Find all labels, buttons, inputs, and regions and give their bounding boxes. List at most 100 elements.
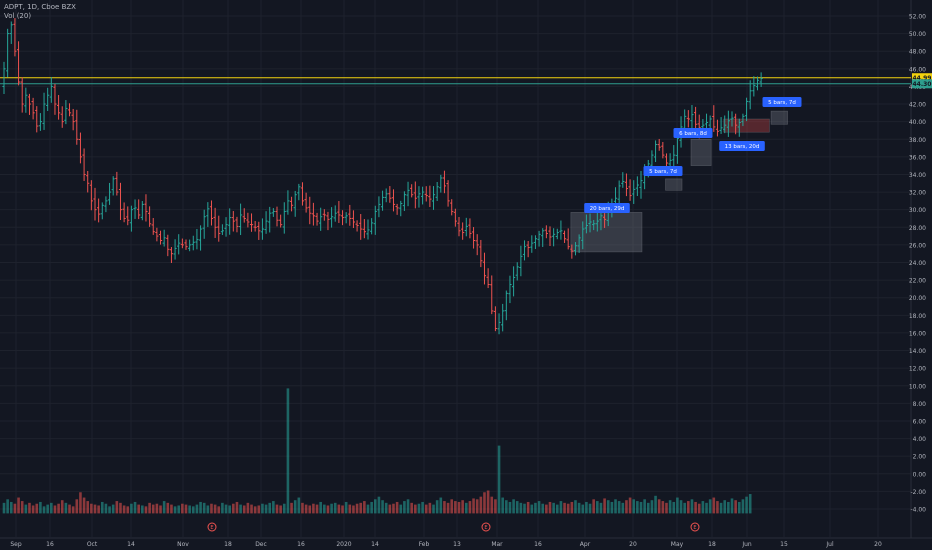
range-box-label: 13 bars, 20d [725, 144, 760, 150]
volume-bar [403, 501, 406, 514]
price-tick-label: 16.00 [909, 330, 926, 337]
volume-bar [384, 502, 388, 514]
ohlc-bar [20, 77, 24, 113]
ohlc-bar [421, 186, 425, 205]
volume-bar [148, 502, 151, 514]
volume-bar [596, 501, 599, 514]
date-price-range-box [570, 212, 643, 253]
ohlc-bar [311, 202, 315, 226]
volume-bar [446, 502, 450, 514]
volume-bar [483, 492, 486, 514]
price-tick-label: 12.00 [909, 366, 926, 373]
ohlc-bar [268, 206, 272, 233]
ohlc-bar [508, 275, 512, 304]
ohlc-bar [107, 182, 112, 205]
symbol-label[interactable]: ADPT, 1D, Cboe BZX [4, 3, 76, 11]
volume-bar [100, 501, 104, 514]
volume-bar [290, 502, 293, 514]
volume-bar [312, 503, 315, 514]
price-tick-label: -2.00 [910, 489, 926, 496]
volume-bar [202, 502, 206, 514]
volume-bar [28, 502, 31, 514]
ohlc-bar [450, 199, 454, 216]
ohlc-bar [122, 202, 126, 223]
ohlc-bar [173, 239, 177, 260]
time-tick-label: Jun [741, 541, 752, 548]
volume-bar [308, 505, 312, 514]
volume-bar [93, 504, 97, 514]
ohlc-bar [715, 119, 720, 137]
ohlc-bar [315, 212, 319, 226]
volume-bar [428, 502, 432, 514]
ohlc-bar [530, 235, 534, 253]
ohlc-bar [2, 61, 6, 95]
ohlc-bar [100, 202, 104, 220]
ohlc-bar [24, 87, 28, 113]
volume-bar [468, 501, 472, 514]
ohlc-bar [552, 228, 556, 247]
volume-bar [552, 502, 555, 514]
volume-bar [330, 503, 333, 514]
price-tick-label: 32.00 [909, 190, 926, 197]
volume-bar [326, 505, 330, 514]
time-tick-label: 13 [453, 541, 461, 548]
volume-bar [621, 502, 625, 514]
ohlc-bar [126, 206, 130, 226]
volume-bar [46, 504, 49, 514]
volume-bar [235, 501, 239, 514]
ohlc-bar [16, 41, 21, 86]
ohlc-bar [129, 205, 133, 232]
ohlc-bar [413, 181, 417, 209]
ohlc-bar [89, 180, 93, 211]
time-tick-label: Dec [255, 541, 267, 548]
ohlc-bar [501, 303, 505, 332]
ohlc-bar [359, 214, 363, 240]
volume-bar [410, 502, 413, 514]
volume-bar [315, 504, 319, 514]
ohlc-bar [38, 113, 42, 131]
ohlc-bar [628, 179, 632, 201]
volume-bar [228, 505, 231, 514]
volume-bar [381, 500, 384, 514]
volume-bar [530, 504, 534, 514]
volume-bar [122, 505, 126, 514]
ohlc-bar [468, 218, 472, 239]
ohlc-bar [442, 170, 447, 194]
ohlc-bar [46, 87, 50, 111]
time-tick-label: Nov [177, 541, 189, 548]
volume-bar [486, 490, 490, 514]
price-axis[interactable]: 52.0050.0048.0046.0044.0042.0040.0038.00… [909, 14, 932, 514]
volume-bar [545, 504, 548, 514]
ohlc-bar [6, 28, 10, 78]
volume-bar [206, 505, 210, 514]
volume-bar [519, 502, 523, 514]
ohlc-bar [362, 219, 366, 239]
volume-bar [50, 502, 53, 514]
ohlc-bar [603, 213, 607, 228]
ohlc-bar [461, 222, 465, 240]
ohlc-bar [639, 171, 643, 199]
volume-bar [79, 492, 82, 514]
volume-bar [35, 503, 39, 514]
ohlc-bar [264, 211, 268, 234]
ohlc-bar [308, 196, 312, 225]
price-tick-label: 30.00 [909, 207, 926, 214]
price-tick-label: 26.00 [909, 242, 926, 249]
ohlc-bar [723, 115, 727, 134]
volume-bar [246, 502, 250, 514]
price-tick-label: 50.00 [909, 31, 926, 38]
time-tick-label: 16 [534, 541, 542, 548]
ohlc-bar [330, 207, 334, 228]
time-axis[interactable]: Sep 16 Oct 14 Nov 18 Dec 16 2020 14 Feb 13 Mar 16 Apr 2… [10, 541, 882, 548]
ohlc-bar [67, 103, 72, 117]
ohlc-bar [169, 247, 174, 263]
volume-indicator-label[interactable]: Vol (20) [4, 12, 32, 20]
earnings-event-marker [690, 522, 700, 532]
ohlc-bar [13, 18, 17, 57]
ohlc-bar [584, 214, 588, 234]
ohlc-bar [286, 190, 290, 215]
ohlc-bar [97, 198, 101, 223]
ohlc-bar [326, 211, 330, 231]
ohlc-bar [209, 200, 214, 226]
